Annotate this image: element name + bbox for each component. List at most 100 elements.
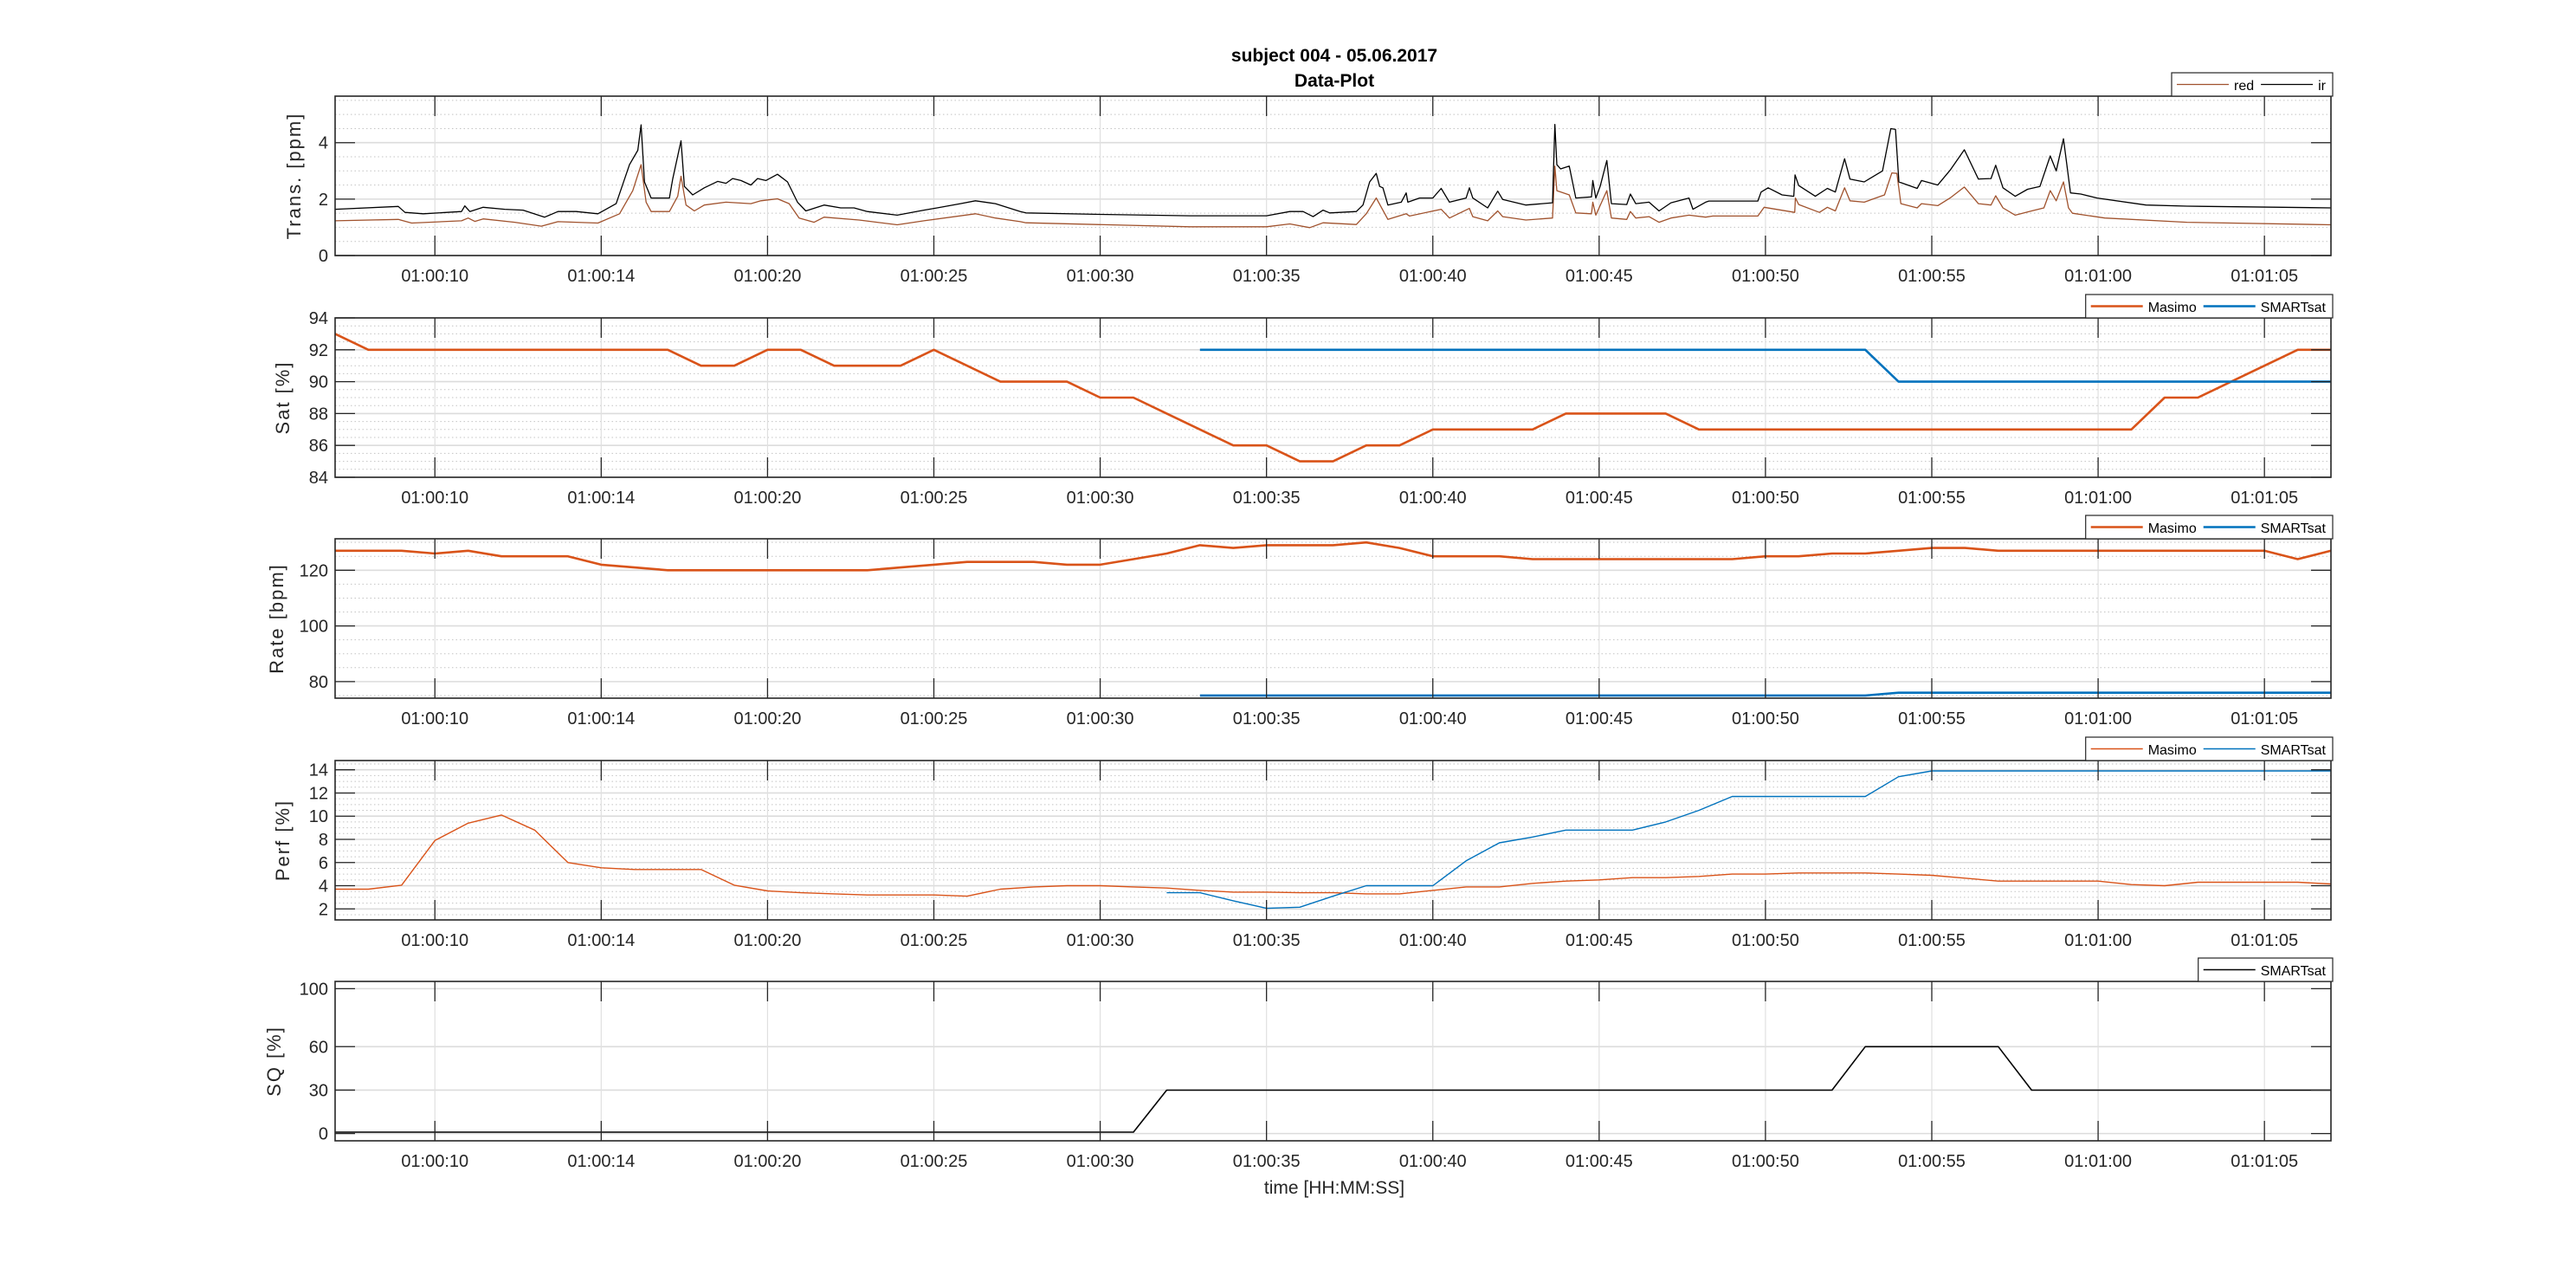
- series-line-red: [334, 164, 2332, 229]
- x-tick-label: 01:00:10: [401, 931, 468, 950]
- x-tick-label: 01:00:50: [1732, 709, 1799, 728]
- y-tick-label: 4: [319, 877, 328, 897]
- y-tick-label: 30: [309, 1081, 328, 1100]
- y-tick-label: 12: [309, 784, 328, 803]
- legend-label: SMARTsat: [2261, 301, 2327, 315]
- subplot-1: 01:00:10 01:00:14 01:00:20 01:00:25 01:00:30…: [283, 72, 2334, 286]
- x-tick-label: 01:00:40: [1399, 931, 1467, 950]
- x-tick-label: 01:01:05: [2231, 489, 2298, 508]
- y-tick-label: 80: [309, 673, 328, 692]
- subplot-2: 01:00:10 01:00:14 01:00:20 01:00:25 01:00:30…: [272, 294, 2334, 508]
- x-tick-label: 01:00:50: [1732, 489, 1799, 508]
- y-axis-label: Sat [%]: [272, 361, 294, 435]
- x-tick-label: 01:00:30: [1067, 1152, 1134, 1171]
- x-tick-label: 01:01:00: [2064, 1152, 2132, 1171]
- x-tick-label: 01:00:14: [567, 1152, 635, 1171]
- subplot-3: 01:00:10 01:00:14 01:00:20 01:00:25 01:00:30…: [266, 515, 2334, 728]
- figure-subtitle: Data-Plot: [1294, 71, 1374, 91]
- x-tick-label: 01:00:40: [1399, 267, 1467, 286]
- x-tick-label: 01:00:45: [1566, 267, 1633, 286]
- x-tick-label: 01:01:05: [2231, 931, 2298, 950]
- legend-label: SMARTsat: [2261, 743, 2327, 758]
- x-tick-label: 01:00:35: [1233, 931, 1301, 950]
- series-line-smartsat: [335, 1046, 2331, 1133]
- y-tick-label: 10: [309, 807, 328, 826]
- x-tick-label: 01:00:30: [1067, 267, 1134, 286]
- x-tick-label: 01:00:55: [1898, 709, 1966, 728]
- y-tick-label: 94: [309, 309, 328, 328]
- x-tick-label: 01:01:00: [2064, 931, 2132, 950]
- subplot-5: 01:00:10 01:00:14 01:00:20 01:00:25 01:00:30…: [263, 957, 2334, 1171]
- x-tick-label: 01:01:00: [2064, 709, 2132, 728]
- x-tick-label: 01:00:55: [1898, 1152, 1966, 1171]
- legend-label: SMARTsat: [2261, 964, 2327, 979]
- x-tick-label: 01:00:10: [401, 489, 468, 508]
- x-tick-label: 01:01:05: [2231, 1152, 2298, 1171]
- axes-box: [334, 981, 2332, 1142]
- x-tick-label: 01:00:35: [1233, 267, 1301, 286]
- x-tick-label: 01:01:05: [2231, 267, 2298, 286]
- x-tick-label: 01:00:45: [1566, 489, 1633, 508]
- x-tick-label: 01:00:45: [1566, 931, 1633, 950]
- subplot-4: 01:00:10 01:00:14 01:00:20 01:00:25 01:00:30…: [272, 736, 2334, 950]
- series-line-masimo: [335, 814, 2332, 897]
- x-tick-label: 01:00:50: [1732, 931, 1799, 950]
- x-tick-label: 01:00:50: [1732, 1152, 1799, 1171]
- x-tick-label: 01:00:50: [1732, 267, 1799, 286]
- y-tick-label: 84: [309, 469, 328, 488]
- y-tick-label: 8: [319, 831, 328, 850]
- x-tick-label: 01:00:30: [1067, 931, 1134, 950]
- y-axis-label: Rate [bpm]: [266, 563, 287, 674]
- figure-title: subject 004 - 05.06.2017: [1231, 46, 1437, 66]
- x-tick-label: 01:00:55: [1898, 489, 1966, 508]
- x-tick-label: 01:01:00: [2064, 489, 2132, 508]
- x-tick-label: 01:00:40: [1399, 489, 1467, 508]
- x-tick-label: 01:00:14: [567, 931, 635, 950]
- axes-box: [334, 760, 2332, 921]
- axes-box: [334, 95, 2332, 256]
- x-tick-label: 01:00:25: [901, 1152, 968, 1171]
- x-tick-label: 01:01:05: [2231, 709, 2298, 728]
- legend: Masimo SMARTsat: [2085, 736, 2334, 761]
- y-tick-label: 4: [319, 134, 328, 153]
- y-tick-label: 6: [319, 854, 328, 873]
- y-tick-label: 14: [309, 761, 328, 780]
- series-line-smartsat: [1199, 348, 2331, 383]
- y-tick-label: 88: [309, 405, 328, 424]
- legend-label: red: [2234, 79, 2254, 94]
- series-line-ir: [334, 123, 2332, 218]
- x-tick-label: 01:01:00: [2064, 267, 2132, 286]
- legend-label: Masimo: [2148, 521, 2197, 536]
- x-tick-label: 01:00:55: [1898, 931, 1966, 950]
- series-line-smartsat: [1166, 770, 2331, 910]
- y-tick-label: 60: [309, 1038, 328, 1057]
- x-axis-label: time [HH:MM:SS]: [1264, 1178, 1404, 1198]
- y-tick-label: 92: [309, 341, 328, 360]
- x-tick-label: 01:00:20: [733, 267, 801, 286]
- legend: SMARTsat: [2198, 957, 2334, 982]
- x-tick-label: 01:00:20: [733, 709, 801, 728]
- y-tick-label: 0: [319, 1125, 328, 1144]
- x-tick-label: 01:00:10: [401, 1152, 468, 1171]
- x-tick-label: 01:00:35: [1233, 709, 1301, 728]
- legend: Masimo SMARTsat: [2085, 515, 2334, 540]
- x-tick-label: 01:00:40: [1399, 709, 1467, 728]
- legend-label: Masimo: [2148, 743, 2197, 758]
- y-tick-label: 0: [319, 247, 328, 266]
- y-tick-label: 100: [300, 618, 328, 637]
- legend: red ir: [2171, 72, 2334, 97]
- y-axis-label: Trans. [ppm]: [283, 113, 305, 240]
- legend-label: SMARTsat: [2261, 521, 2327, 536]
- x-tick-label: 01:00:14: [567, 489, 635, 508]
- x-tick-label: 01:00:14: [567, 267, 635, 286]
- x-tick-label: 01:00:10: [401, 267, 468, 286]
- x-tick-label: 01:00:10: [401, 709, 468, 728]
- x-tick-label: 01:00:45: [1566, 709, 1633, 728]
- y-axis-label: Perf [%]: [272, 800, 294, 881]
- y-tick-label: 100: [300, 980, 328, 999]
- x-tick-label: 01:00:45: [1566, 1152, 1633, 1171]
- y-tick-label: 2: [319, 191, 328, 210]
- x-tick-label: 01:00:25: [901, 267, 968, 286]
- series-line-masimo: [334, 333, 2331, 463]
